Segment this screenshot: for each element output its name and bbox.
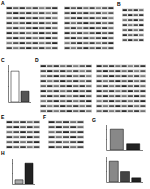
svg-text:G: G <box>92 117 96 123</box>
svg-text:C: C <box>1 57 5 63</box>
svg-text:A: A <box>1 0 5 6</box>
svg-text:D: D <box>35 57 39 63</box>
svg-text:F: F <box>43 114 46 120</box>
svg-text:B: B <box>117 1 121 7</box>
svg-text:H: H <box>1 150 5 156</box>
svg-text:E: E <box>1 114 5 120</box>
